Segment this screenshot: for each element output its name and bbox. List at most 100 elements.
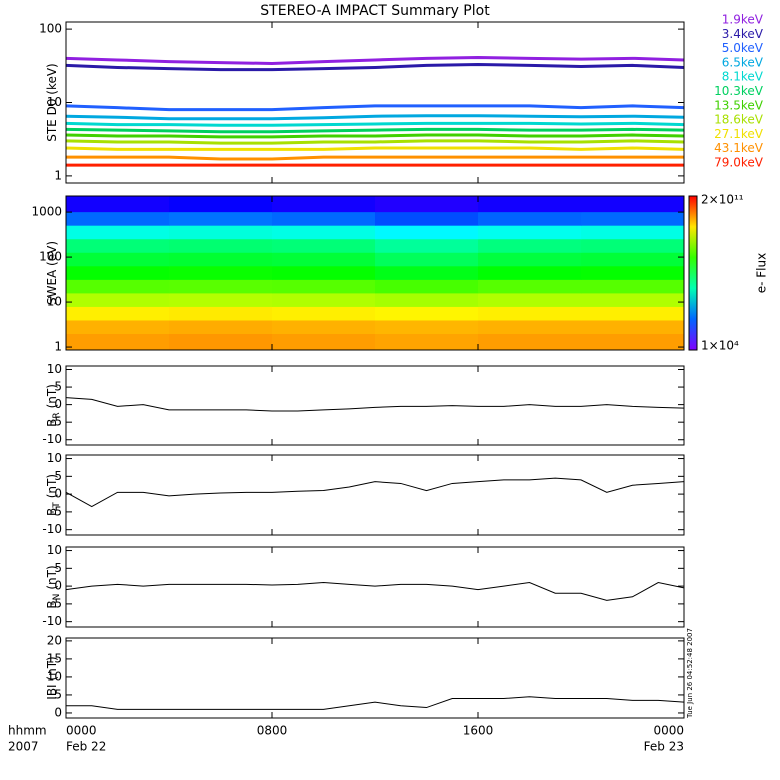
- heatmap-cell: [375, 265, 479, 280]
- legend-entry: 43.1keV: [714, 141, 764, 155]
- legend-entry: 10.3keV: [714, 84, 764, 98]
- legend-entry: 3.4keV: [722, 27, 764, 41]
- heatmap-cell: [581, 306, 685, 321]
- legend-entry: 13.5keV: [714, 98, 764, 112]
- y-tick-label: 20: [47, 633, 62, 647]
- legend-entry: 5.0keV: [722, 41, 764, 55]
- plot-frame: [65, 195, 685, 351]
- data-line: [65, 397, 685, 412]
- heatmap-cell: [66, 252, 170, 267]
- heatmap-cell: [478, 292, 582, 307]
- heatmap-cell: [66, 211, 170, 226]
- y-tick-label: 5: [54, 380, 62, 394]
- y-tick-label: 5: [54, 561, 62, 575]
- data-line: [65, 139, 685, 145]
- data-line: [65, 121, 685, 127]
- x-date-label: Feb 23: [644, 740, 684, 754]
- x-tick-label: 1600: [463, 724, 494, 738]
- y-tick-label: 1000: [31, 205, 62, 219]
- timestamp: Tue Jun 26 04:52:48 2007: [686, 628, 694, 719]
- heatmap-cell: [66, 238, 170, 253]
- y-axis-label: BN (nT): [45, 565, 62, 608]
- data-line: [65, 477, 685, 508]
- x-axis-title: 2007: [8, 740, 39, 754]
- x-tick-label: 0000: [653, 724, 684, 738]
- y-axis-label-sub: N: [52, 594, 62, 601]
- heatmap-cell: [169, 292, 273, 307]
- y-tick-label: 5: [54, 469, 62, 483]
- data-line: [65, 582, 685, 601]
- data-line: [65, 56, 685, 65]
- plot-frame: [65, 637, 685, 719]
- heatmap-cell: [581, 333, 685, 351]
- heatmap-cell: [272, 252, 376, 267]
- heatmap-cell: [272, 279, 376, 294]
- plot-frame: [65, 546, 685, 628]
- heatmap-cell: [581, 225, 685, 240]
- y-tick-label: -10: [42, 522, 62, 536]
- y-tick-label: 0: [54, 397, 62, 411]
- data-line: [65, 146, 685, 151]
- heatmap-cell: [581, 252, 685, 267]
- heatmap-cell: [375, 333, 479, 351]
- y-axis-label-main: B: [45, 508, 59, 516]
- heatmap-cell: [375, 292, 479, 307]
- heatmap-cell: [66, 333, 170, 351]
- y-axis-label: BT (nT): [45, 474, 62, 516]
- heatmap-cell: [66, 306, 170, 321]
- heatmap-cell: [169, 306, 273, 321]
- data-line: [65, 127, 685, 134]
- y-tick-label: 10: [47, 451, 62, 465]
- y-tick-label: -10: [42, 614, 62, 628]
- heatmap-cell: [581, 292, 685, 307]
- heatmap-cell: [272, 265, 376, 280]
- y-tick-label: 10: [47, 669, 62, 683]
- heatmap-cell: [272, 292, 376, 307]
- y-tick-label: 1: [54, 168, 62, 182]
- y-axis-label-unit: (nT): [45, 565, 59, 589]
- heatmap-cell: [169, 252, 273, 267]
- colorbar-tick-label: 1×10⁴: [701, 339, 739, 353]
- heatmap-cell: [581, 211, 685, 226]
- y-axis-label: IBI (nT): [45, 656, 59, 699]
- heatmap-cell: [478, 211, 582, 226]
- heatmap-cell: [581, 238, 685, 253]
- heatmap-cell: [375, 306, 479, 321]
- data-line: [66, 696, 685, 710]
- x-axis-title: hhmm: [8, 724, 47, 738]
- heatmap-cell: [478, 319, 582, 335]
- legend-entry: 27.1keV: [714, 127, 764, 141]
- heatmap-cell: [375, 238, 479, 253]
- heatmap-cell: [66, 319, 170, 335]
- heatmap-cell: [375, 252, 479, 267]
- data-line: [65, 104, 685, 112]
- y-axis-label-unit: (nT): [45, 384, 59, 408]
- y-tick-label: 0: [54, 579, 62, 593]
- heatmap-cell: [66, 292, 170, 307]
- y-tick-label: -5: [50, 415, 62, 429]
- y-axis-label-main: B: [45, 600, 59, 608]
- y-tick-label: -5: [50, 504, 62, 518]
- legend-entry: 18.6keV: [714, 113, 764, 127]
- y-axis-label-main: STE D0 (keV): [45, 63, 59, 142]
- plot-frame: [65, 365, 685, 446]
- heatmap-cell: [66, 279, 170, 294]
- y-tick-label: -5: [50, 596, 62, 610]
- heatmap-cell: [272, 211, 376, 226]
- data-line: [65, 133, 685, 139]
- heatmap-cell: [581, 319, 685, 335]
- heatmap-cell: [169, 319, 273, 335]
- y-axis-label: SWEA (eV): [45, 241, 59, 305]
- y-tick-label: 10: [47, 295, 62, 309]
- y-tick-label: 0: [54, 705, 62, 719]
- heatmap-cell: [272, 196, 376, 213]
- heatmap-cell: [272, 238, 376, 253]
- x-tick-label: 0000: [66, 724, 97, 738]
- heatmap-cell: [478, 238, 582, 253]
- colorbar-label: e- Flux: [755, 253, 769, 293]
- y-tick-label: 1: [54, 340, 62, 354]
- heatmap-cell: [66, 225, 170, 240]
- heatmap-cell: [66, 196, 170, 213]
- heatmap-cell: [478, 306, 582, 321]
- legend-entry: 8.1keV: [722, 70, 764, 84]
